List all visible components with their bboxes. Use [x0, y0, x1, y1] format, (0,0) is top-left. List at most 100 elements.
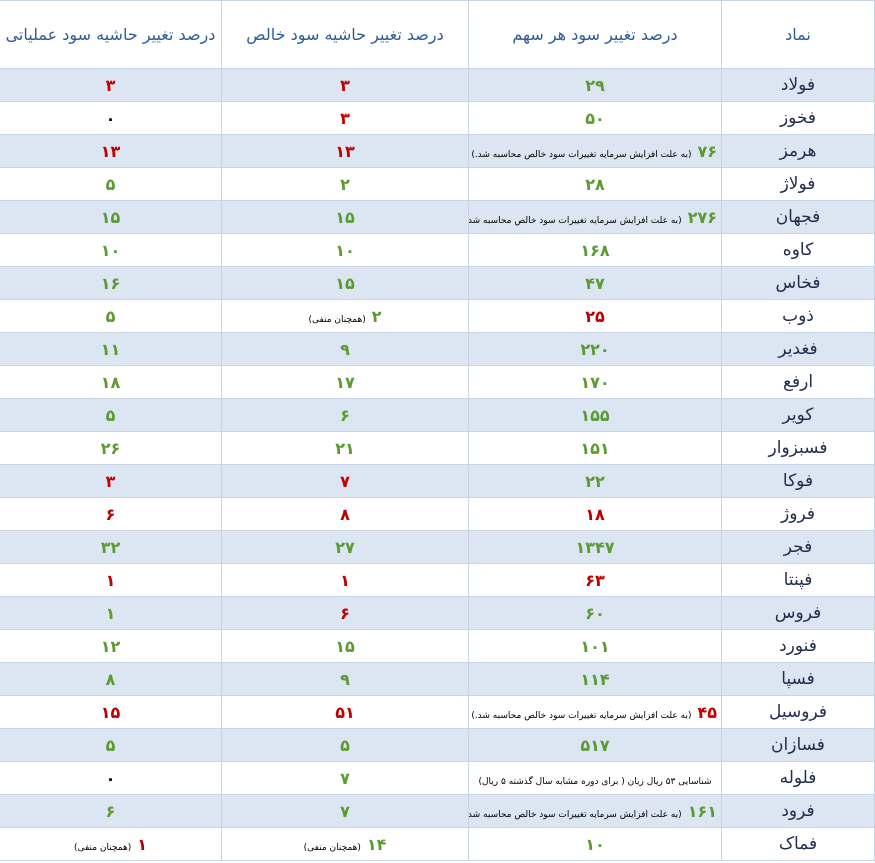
value-cell: ۶: [221, 596, 469, 630]
value-cell: ۱۰: [0, 233, 222, 267]
value: ۱۵: [335, 636, 355, 656]
value-cell: ۱۳: [0, 134, 222, 168]
value: ۷: [340, 471, 350, 491]
symbol-cell: فلوله: [721, 761, 875, 795]
value: ۲۹: [585, 75, 605, 95]
value-cell: ۱۷۰: [468, 365, 722, 399]
value-cell: ۲۹: [468, 68, 722, 102]
value: ۷۶: [697, 141, 717, 161]
value-cell: ۶: [221, 398, 469, 432]
header-cell: نماد: [721, 0, 875, 69]
value: ۲۶: [100, 438, 121, 458]
value: ۱۵: [335, 273, 355, 293]
value-cell: ۳۲: [0, 530, 222, 564]
value: ۳: [105, 75, 116, 95]
value-cell: ۱۸: [468, 497, 722, 531]
symbol-cell: فخاس: [721, 266, 875, 300]
table-row: کویر ۱۵۵ ۶ ۵: [0, 398, 875, 432]
value: ۴۵: [697, 702, 717, 722]
value: ۲۱: [335, 438, 355, 458]
value: ۵۱۷: [580, 735, 610, 755]
value-cell: ۲۸: [468, 167, 722, 201]
symbol-cell: کویر: [721, 398, 875, 432]
value: ۲۸: [585, 174, 605, 194]
value: ۱۸: [585, 504, 605, 524]
value-cell: ۵: [0, 299, 222, 333]
table-row: فخوز ۵۰ ۳ ۰: [0, 101, 875, 135]
value: ۲۲۰: [580, 339, 610, 359]
value: ۱۶: [100, 273, 121, 293]
value-cell: ۱۶: [0, 266, 222, 300]
value: ۷: [340, 768, 350, 788]
value: ۱۰۱: [580, 636, 610, 656]
symbol-cell: فروس: [721, 596, 875, 630]
symbol-cell: فخوز: [721, 101, 875, 135]
value-cell: ۱۶۱ (به علت افزایش سرمایه تغییرات سود خال…: [468, 794, 722, 828]
value: ۱۰: [100, 240, 121, 260]
value-cell: ۸: [221, 497, 469, 531]
value-cell: ۱: [0, 596, 222, 630]
note: (همچنان منفی): [73, 842, 132, 853]
value: ۱۲: [100, 636, 121, 656]
value: ۱۱۴: [580, 669, 610, 689]
value-cell: ۱۰: [221, 233, 469, 267]
value: ۰: [105, 768, 116, 788]
table-row: فپنتا ۶۳ ۱ ۱: [0, 563, 875, 597]
table-row: فنورد ۱۰۱ ۱۵ ۱۲: [0, 629, 875, 663]
value: ۲۷۶: [687, 207, 717, 227]
value: ۳: [340, 108, 350, 128]
value-cell: ۱۵: [221, 629, 469, 663]
value: ۱: [340, 570, 350, 590]
value-cell: ۱۵: [0, 200, 222, 234]
value-cell: ۵۱۷: [468, 728, 722, 762]
value: ۱: [105, 570, 116, 590]
value-cell: ۴۷: [468, 266, 722, 300]
symbol-cell: فوکا: [721, 464, 875, 498]
symbol-cell: فسپا: [721, 662, 875, 696]
value: ۵: [340, 735, 350, 755]
value: ۷: [340, 801, 350, 821]
value: ۱۸: [100, 372, 121, 392]
table-row: فرود ۱۶۱ (به علت افزایش سرمایه تغییرات سود…: [0, 794, 875, 828]
symbol-cell: فروژ: [721, 497, 875, 531]
table-row: فروسیل ۴۵ (به علت افزایش سرمایه تغییرات سو…: [0, 695, 875, 729]
value-cell: ۷۶ (به علت افزایش سرمایه تغییرات سود خالص…: [468, 134, 722, 168]
value-cell: شناسایی ۵۳ ریال زیان ( برای دوره مشابه س…: [468, 761, 722, 795]
value-cell: ۱۱۴: [468, 662, 722, 696]
value: ۶: [340, 405, 350, 425]
value: ۱: [137, 834, 148, 854]
value: ۱۵۱: [580, 438, 610, 458]
symbol-cell: فسبزوار: [721, 431, 875, 465]
value-cell: ۳: [221, 101, 469, 135]
value: ۲: [340, 174, 350, 194]
header-cell: درصد تغییر حاشیه سود خالص: [221, 0, 469, 69]
symbol-cell: فجهان: [721, 200, 875, 234]
value-cell: ۲۲۰: [468, 332, 722, 366]
value: ۶۰: [585, 603, 605, 623]
table-row: فجر ۱۳۴۷ ۲۷ ۳۲: [0, 530, 875, 564]
value: ۹: [340, 669, 350, 689]
value: ۴۷: [585, 273, 605, 293]
value: ۵۱: [335, 702, 355, 722]
value-cell: ۷: [221, 464, 469, 498]
table-row: فسازان ۵۱۷ ۵ ۵: [0, 728, 875, 762]
value-cell: ۱: [221, 563, 469, 597]
symbol-cell: فسازان: [721, 728, 875, 762]
value-cell: ۹: [221, 662, 469, 696]
value: ۱۱: [100, 339, 121, 359]
symbol-cell: ذوب: [721, 299, 875, 333]
symbol-cell: هرمز: [721, 134, 875, 168]
value-cell: ۱۳: [221, 134, 469, 168]
value: ۱۵۵: [580, 405, 610, 425]
value-cell: ۴۵ (به علت افزایش سرمایه تغییرات سود خالص…: [468, 695, 722, 729]
value-cell: ۱۱: [0, 332, 222, 366]
table-row: فلوله شناسایی ۵۳ ریال زیان ( برای دوره مش…: [0, 761, 875, 795]
table-row: فغدیر ۲۲۰ ۹ ۱۱: [0, 332, 875, 366]
table-row: فوکا ۲۲ ۷ ۳: [0, 464, 875, 498]
value-cell: ۱۵۵: [468, 398, 722, 432]
table-row: کاوه ۱۶۸ ۱۰ ۱۰: [0, 233, 875, 267]
symbol-cell: فغدیر: [721, 332, 875, 366]
value: ۵: [105, 735, 116, 755]
